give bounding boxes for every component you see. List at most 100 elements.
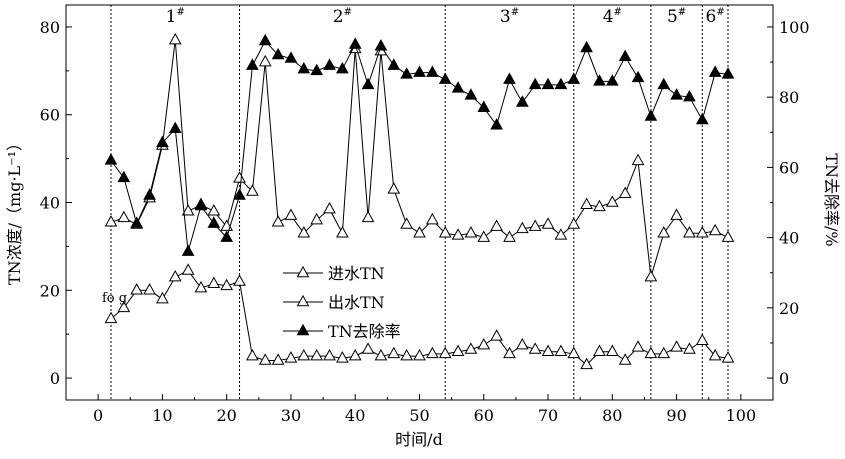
stray-label: fo g: [102, 291, 127, 306]
data-point-marker: [181, 244, 195, 256]
legend-label: 进水TN: [328, 264, 385, 283]
data-point-marker: [683, 226, 696, 238]
y-right-tick-label: 40: [779, 229, 799, 248]
data-point-marker: [593, 74, 606, 86]
data-point-marker: [323, 201, 336, 214]
data-point-marker: [683, 342, 696, 354]
data-point-marker: [104, 215, 118, 227]
data-point-marker: [310, 63, 324, 76]
data-point-marker: [104, 153, 118, 165]
data-point-marker: [695, 333, 709, 346]
phase-number: 4: [603, 7, 614, 27]
y-left-tick-label: 0: [50, 369, 60, 388]
data-point-marker: [605, 195, 619, 207]
data-point-marker: [618, 49, 632, 62]
y-right-axis-title: TN去除率/%: [822, 153, 841, 246]
x-axis: 0 10 20 30 40 50 60 70 80 90 100: [93, 394, 756, 425]
data-point-marker: [246, 348, 259, 361]
data-point-marker: [618, 353, 632, 365]
phase-label: 4#: [603, 7, 622, 27]
x-tick-label: 90: [666, 406, 686, 425]
data-point-marker: [104, 311, 118, 324]
data-point-marker: [644, 109, 658, 121]
x-tick-label: 70: [538, 406, 558, 425]
data-point-marker: [271, 353, 285, 365]
legend-label: TN去除率: [328, 322, 401, 341]
data-point-marker: [670, 208, 683, 220]
data-point-marker: [194, 198, 208, 211]
data-point-marker: [580, 197, 593, 209]
phase-superscript: #: [678, 7, 686, 18]
data-point-marker: [593, 344, 606, 356]
phase-label: 6#: [706, 7, 725, 27]
data-point-marker: [515, 221, 529, 234]
data-point-marker: [220, 278, 234, 291]
data-point-marker: [233, 188, 246, 200]
y-right-tick-label: 20: [779, 299, 799, 318]
y-left-axis: 0 20 40 60 80: [40, 18, 72, 388]
data-point-marker: [258, 33, 272, 46]
phase-number: 1: [166, 7, 177, 27]
data-point-marker: [438, 72, 452, 84]
data-point-marker: [271, 47, 285, 60]
data-point-marker: [143, 188, 156, 200]
data-point-marker: [426, 65, 439, 77]
data-point-marker: [631, 70, 645, 83]
series-1: [104, 32, 735, 282]
data-point-marker: [528, 219, 542, 231]
phase-number: 3: [500, 7, 511, 27]
x-tick-label: 100: [726, 406, 757, 425]
data-point-marker: [246, 58, 259, 70]
data-point-marker: [528, 342, 542, 354]
y-right-tick-label: 80: [779, 88, 799, 107]
data-point-marker: [387, 182, 401, 194]
data-point-marker: [464, 88, 478, 100]
data-point-marker: [271, 215, 285, 227]
x-tick-label: 40: [345, 406, 365, 425]
y-left-tick-label: 40: [40, 194, 60, 213]
series-2: [104, 263, 735, 370]
phase-label: 1#: [166, 7, 185, 27]
data-point-marker: [593, 199, 606, 212]
data-point-marker: [708, 348, 722, 361]
series-3: [104, 33, 735, 256]
data-point-marker: [567, 72, 581, 84]
data-point-marker: [541, 344, 555, 356]
data-point-marker: [554, 228, 568, 240]
data-point-marker: [580, 40, 593, 53]
legend: 进水TN 出水TN TN去除率: [283, 264, 401, 341]
data-point-marker: [695, 112, 709, 125]
data-point-marker: [644, 346, 658, 359]
data-point-marker: [168, 32, 182, 45]
legend-marker: [296, 265, 310, 278]
x-tick-label: 30: [281, 406, 301, 425]
data-point-marker: [670, 88, 683, 100]
x-tick-label: 50: [409, 406, 429, 425]
phase-label: 3#: [500, 7, 519, 27]
data-point-marker: [515, 95, 529, 107]
series-layer: [104, 32, 735, 370]
y-right-axis: 0 20 40 60 80 100: [767, 18, 810, 388]
data-point-marker: [400, 348, 413, 361]
data-point-marker: [438, 346, 452, 359]
phase-superscript: #: [176, 7, 184, 18]
y-left-tick-label: 80: [40, 18, 60, 37]
phase-superscript: #: [614, 7, 622, 18]
y-right-tick-label: 0: [779, 369, 789, 388]
data-point-marker: [310, 348, 324, 361]
data-point-marker: [490, 329, 503, 341]
data-point-marker: [297, 348, 311, 361]
legend-marker: [296, 294, 310, 307]
data-point-marker: [387, 58, 401, 70]
data-point-marker: [490, 219, 503, 231]
data-point-marker: [413, 65, 426, 77]
data-point-marker: [323, 348, 336, 361]
data-point-marker: [143, 283, 156, 295]
data-point-marker: [657, 346, 671, 359]
data-point-marker: [451, 81, 465, 93]
data-point-marker: [233, 274, 246, 286]
y-left-tick-label: 20: [40, 281, 60, 300]
phase-boundaries: [110, 5, 729, 400]
data-point-marker: [515, 337, 529, 350]
data-point-marker: [117, 170, 131, 183]
